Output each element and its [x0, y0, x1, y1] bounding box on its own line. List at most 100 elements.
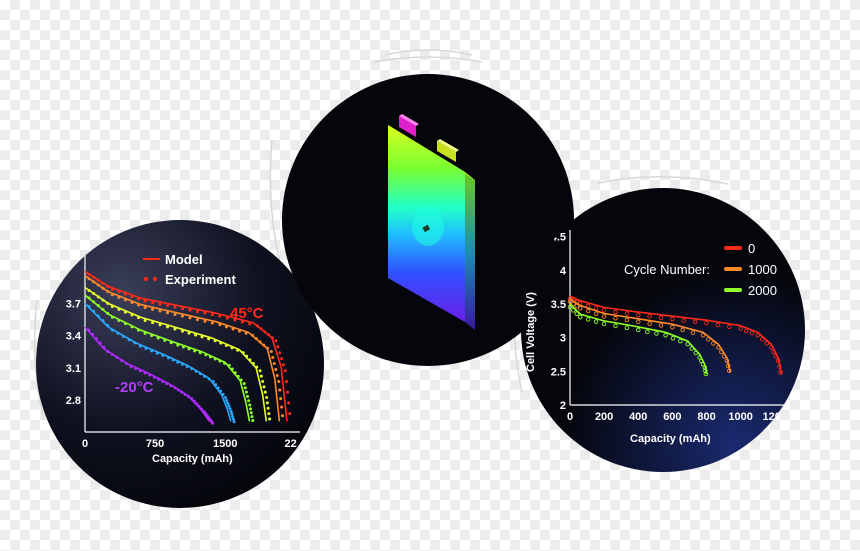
experiment-marker: [101, 308, 105, 312]
experiment-marker: [727, 368, 732, 374]
experiment-marker: [143, 331, 147, 335]
experiment-marker: [690, 330, 696, 335]
experiment-marker: [251, 418, 255, 422]
experiment-marker: [123, 292, 127, 296]
experiment-marker: [585, 317, 591, 322]
experiment-marker: [624, 317, 630, 323]
legend-cycle-label: 1000: [748, 262, 777, 277]
experiment-marker: [263, 330, 267, 334]
experiment-marker: [231, 327, 235, 331]
legend-experiment-dot: [144, 277, 148, 281]
right-x-axis-title: Capacity (mAh): [630, 433, 711, 445]
experiment-marker: [721, 354, 727, 359]
experiment-marker: [158, 323, 162, 327]
experiment-marker: [577, 314, 583, 320]
experiment-marker: [106, 349, 110, 353]
x-tick-label: 200: [595, 411, 613, 423]
experiment-marker: [288, 412, 292, 416]
experiment-marker: [101, 281, 105, 285]
experiment-marker: [241, 351, 245, 355]
experiment-marker: [102, 345, 106, 349]
experiment-marker: [110, 293, 114, 297]
experiment-marker: [150, 334, 154, 338]
experiment-marker: [268, 417, 272, 421]
experiment-marker: [219, 389, 223, 393]
experiment-marker: [759, 337, 765, 342]
experiment-marker: [116, 331, 120, 335]
experiment-marker: [255, 365, 259, 369]
experiment-marker: [106, 311, 110, 315]
battery-cell-icon: [388, 114, 475, 330]
experiment-marker: [281, 414, 284, 418]
experiment-marker: [775, 358, 781, 364]
experiment-marker: [138, 369, 142, 373]
experiment-marker: [275, 373, 279, 377]
x-tick-label: 1500: [213, 438, 237, 450]
experiment-marker: [92, 300, 96, 304]
left-x-axis-title: Capacity (mAh): [152, 453, 233, 465]
experiment-marker: [258, 369, 262, 373]
experiment-marker: [188, 316, 192, 320]
experiment-marker: [636, 312, 641, 318]
experiment-marker: [203, 374, 207, 378]
x-tick-label: 22: [285, 438, 297, 450]
experiment-marker: [122, 335, 126, 339]
experiment-marker: [658, 315, 664, 321]
experiment-marker: [197, 404, 201, 408]
experiment-marker: [213, 339, 217, 343]
y-tick-label: 3.7: [66, 299, 81, 311]
experiment-marker: [711, 341, 716, 346]
experiment-marker: [117, 290, 121, 294]
experiment-marker: [233, 318, 237, 322]
right-circle-background: [521, 188, 805, 472]
experiment-marker: [127, 338, 131, 342]
experiment-marker: [274, 367, 278, 371]
experiment-marker: [123, 298, 127, 302]
experiment-marker: [249, 407, 253, 411]
experiment-marker: [209, 355, 213, 359]
experiment-marker: [700, 333, 706, 338]
experiment-marker: [117, 318, 121, 322]
experiment-marker: [267, 412, 271, 416]
experiment-marker: [101, 319, 105, 323]
experiment-marker: [156, 336, 160, 340]
experiment-marker: [764, 341, 770, 346]
experiment-marker: [192, 399, 196, 403]
experiment-marker: [151, 301, 155, 305]
experiment-marker: [133, 341, 137, 345]
experiment-marker: [270, 336, 274, 340]
experiment-marker: [173, 305, 177, 309]
experiment-marker: [670, 324, 675, 330]
experiment-marker: [213, 357, 217, 361]
experiment-marker: [110, 328, 114, 332]
experiment-marker: [137, 297, 141, 301]
experiment-marker: [240, 320, 244, 324]
right-y-axis-title: Cell Voltage (V): [525, 292, 537, 372]
legend-cycle-label: 2000: [748, 283, 777, 298]
experiment-marker: [195, 402, 199, 406]
experiment-marker: [263, 390, 267, 394]
x-tick-label: 0: [567, 411, 573, 423]
experiment-marker: [724, 358, 730, 364]
experiment-marker: [98, 341, 102, 345]
experiment-marker: [244, 331, 248, 335]
experiment-marker: [194, 333, 198, 337]
experiment-marker: [287, 401, 291, 405]
experiment-marker: [163, 338, 167, 342]
experiment-marker: [187, 347, 191, 351]
experiment-marker: [143, 371, 147, 375]
experiment-marker: [577, 306, 583, 311]
experiment-marker: [195, 318, 199, 322]
experiment-marker: [769, 345, 774, 350]
experiment-marker: [173, 312, 177, 316]
experiment-marker: [636, 319, 641, 325]
experiment-marker: [229, 409, 233, 413]
y-tick-label: 3.5: [551, 299, 566, 311]
experiment-marker: [190, 397, 194, 401]
experiment-marker: [224, 325, 228, 329]
experiment-marker: [248, 358, 252, 362]
experiment-marker: [123, 322, 127, 326]
experiment-marker: [226, 401, 230, 405]
experiment-marker: [161, 354, 165, 358]
experiment-marker: [180, 362, 184, 366]
